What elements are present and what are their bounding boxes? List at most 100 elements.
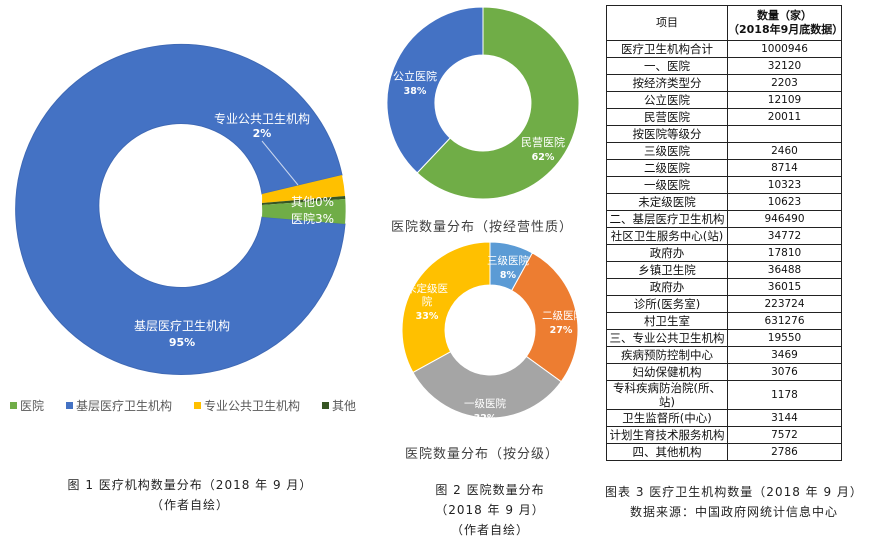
legend-item-yiyuan: 医院 xyxy=(10,397,44,414)
header-count-line2: （2018年9月底数据） xyxy=(728,23,844,36)
cell-item: 未定级医院 xyxy=(606,193,728,211)
cell-item: 医疗卫生机构合计 xyxy=(606,40,728,58)
table-row: 四、其他机构 2786 xyxy=(606,443,842,461)
cell-value: 1000946 xyxy=(727,40,842,58)
fig2a-label-gongli-pct: 38% xyxy=(404,86,427,97)
cell-item: 公立医院 xyxy=(606,91,728,109)
legend-swatch-icon xyxy=(194,402,202,409)
cell-item: 专科疾病防治院(所、站) xyxy=(606,380,728,410)
cell-item: 政府办 xyxy=(606,244,728,262)
cell-item: 三、专业公共卫生机构 xyxy=(606,329,728,347)
cell-item: 卫生监督所(中心) xyxy=(606,409,728,427)
fig2b-label-weiding-1: 未定级医 xyxy=(406,282,448,295)
cell-value: 8714 xyxy=(727,159,842,177)
table-row: 民营医院 20011 xyxy=(606,108,842,126)
fig1-legend: 医院 基层医疗卫生机构 专业公共卫生机构 其他 xyxy=(10,397,356,414)
table-row: 诊所(医务室) 223724 xyxy=(606,295,842,313)
table-row: 乡镇卫生院 36488 xyxy=(606,261,842,279)
fig1-label-zhuanye-pct: 2% xyxy=(253,127,272,140)
cell-value: 10323 xyxy=(727,176,842,194)
table-row: 医疗卫生机构合计 1000946 xyxy=(606,40,842,58)
fig1-slice-yiyuan xyxy=(262,199,346,224)
cell-value: 17810 xyxy=(727,244,842,262)
fig2a-title: 医院数量分布（按经营性质） xyxy=(391,220,574,235)
fig2a-label-gongli: 公立医院 xyxy=(393,69,437,83)
header-count-line1: 数量（家） xyxy=(757,9,812,22)
table-row: 一、医院 32120 xyxy=(606,57,842,75)
table-row: 村卫生室 631276 xyxy=(606,312,842,330)
cell-value: 631276 xyxy=(727,312,842,330)
cell-value: 3144 xyxy=(727,409,842,427)
fig2b-slice-weiding xyxy=(401,241,491,374)
legend-swatch-icon xyxy=(10,402,17,409)
cell-item: 社区卫生服务中心(站) xyxy=(606,227,728,245)
fig2a-slice-gongli xyxy=(386,6,484,174)
fig1-caption-line1: 图 1 医疗机构数量分布（2018 年 9 月） xyxy=(67,478,313,492)
cell-value: 2203 xyxy=(727,74,842,92)
cell-value: 1178 xyxy=(727,380,842,410)
table-row: 按医院等级分 xyxy=(606,125,842,143)
cell-item: 妇幼保健机构 xyxy=(606,363,728,381)
fig2b-label-erji-pct: 27% xyxy=(550,325,573,336)
header-item-label: 项目 xyxy=(656,16,678,29)
cell-value: 2786 xyxy=(727,443,842,461)
fig1-donut-chart: 专业公共卫生机构 2% 其他0% 医院3% 基层医疗卫生机构 95% xyxy=(15,43,346,375)
cell-item: 疾病预防控制中心 xyxy=(606,346,728,364)
cell-value: 946490 xyxy=(727,210,842,228)
fig2b-slice-yiji xyxy=(412,351,562,419)
fig1-label-qita: 其他0% xyxy=(291,195,334,209)
fig1-slice-jiceng xyxy=(15,43,346,375)
fig1-label-jiceng: 基层医疗卫生机构 xyxy=(134,318,230,333)
cell-value: 34772 xyxy=(727,227,842,245)
cell-item: 四、其他机构 xyxy=(606,443,728,461)
column-header-count: 数量（家） （2018年9月底数据） xyxy=(727,5,844,41)
table-header-row: 项目 数量（家） （2018年9月底数据） xyxy=(606,5,844,41)
fig2b-label-weiding-pct: 33% xyxy=(416,311,439,322)
cell-value: 12109 xyxy=(727,91,842,109)
fig2b-title: 医院数量分布（按分级） xyxy=(405,447,560,462)
table3-caption: 图表 3 医疗卫生机构数量（2018 年 9 月） 数据来源：中国政府网统计信息… xyxy=(598,482,870,522)
table-row: 二级医院 8714 xyxy=(606,159,842,177)
cell-item: 一、医院 xyxy=(606,57,728,75)
table-row: 社区卫生服务中心(站) 34772 xyxy=(606,227,842,245)
fig2b-label-yiji-pct: 32% xyxy=(474,413,497,424)
table-row: 政府办 36015 xyxy=(606,278,842,296)
cell-item: 按经济类型分 xyxy=(606,74,728,92)
cell-value: 19550 xyxy=(727,329,842,347)
table-row: 疾病预防控制中心 3469 xyxy=(606,346,842,364)
fig2a-donut-chart: 公立医院 38% 民营医院 62% xyxy=(386,6,580,200)
cell-item: 三级医院 xyxy=(606,142,728,160)
fig1-label-jiceng-pct: 95% xyxy=(169,336,195,349)
fig2a-slice-minying xyxy=(416,6,580,200)
table-row: 专科疾病防治院(所、站) 1178 xyxy=(606,380,842,410)
fig2b-slice-erji xyxy=(511,252,579,383)
cell-value: 2460 xyxy=(727,142,842,160)
fig2b-label-yiji: 一级医院 xyxy=(464,397,506,410)
table-row: 政府办 17810 xyxy=(606,244,842,262)
legend-item-qita: 其他 xyxy=(322,397,356,414)
legend-swatch-icon xyxy=(66,402,74,409)
cell-value: 20011 xyxy=(727,108,842,126)
fig2b-label-weiding-2: 院 xyxy=(422,295,433,308)
cell-item: 乡镇卫生院 xyxy=(606,261,728,279)
cell-value: 10623 xyxy=(727,193,842,211)
cell-item: 政府办 xyxy=(606,278,728,296)
legend-label: 基层医疗卫生机构 xyxy=(76,399,173,413)
legend-item-jiceng: 基层医疗卫生机构 xyxy=(66,397,172,414)
table-row: 妇幼保健机构 3076 xyxy=(606,363,842,381)
fig2b-label-sanji: 三级医院 xyxy=(487,254,529,267)
table-row: 二、基层医疗卫生机构 946490 xyxy=(606,210,842,228)
fig1-leader-line xyxy=(261,140,299,186)
cell-item: 民营医院 xyxy=(606,108,728,126)
fig2-caption-line1: 图 2 医院数量分布 xyxy=(435,483,545,497)
cell-value: 36488 xyxy=(727,261,842,279)
legend-label: 其他 xyxy=(332,399,357,413)
table-row: 公立医院 12109 xyxy=(606,91,842,109)
cell-value: 3469 xyxy=(727,346,842,364)
fig1-caption-line2: （作者自绘） xyxy=(150,498,229,512)
cell-item: 按医院等级分 xyxy=(606,125,728,143)
cell-value xyxy=(727,125,842,143)
table-row: 卫生监督所(中心) 3144 xyxy=(606,409,842,427)
table3-caption-line1: 图表 3 医疗卫生机构数量（2018 年 9 月） xyxy=(605,485,863,499)
fig2-caption-line2: （2018 年 9 月） xyxy=(435,503,545,517)
